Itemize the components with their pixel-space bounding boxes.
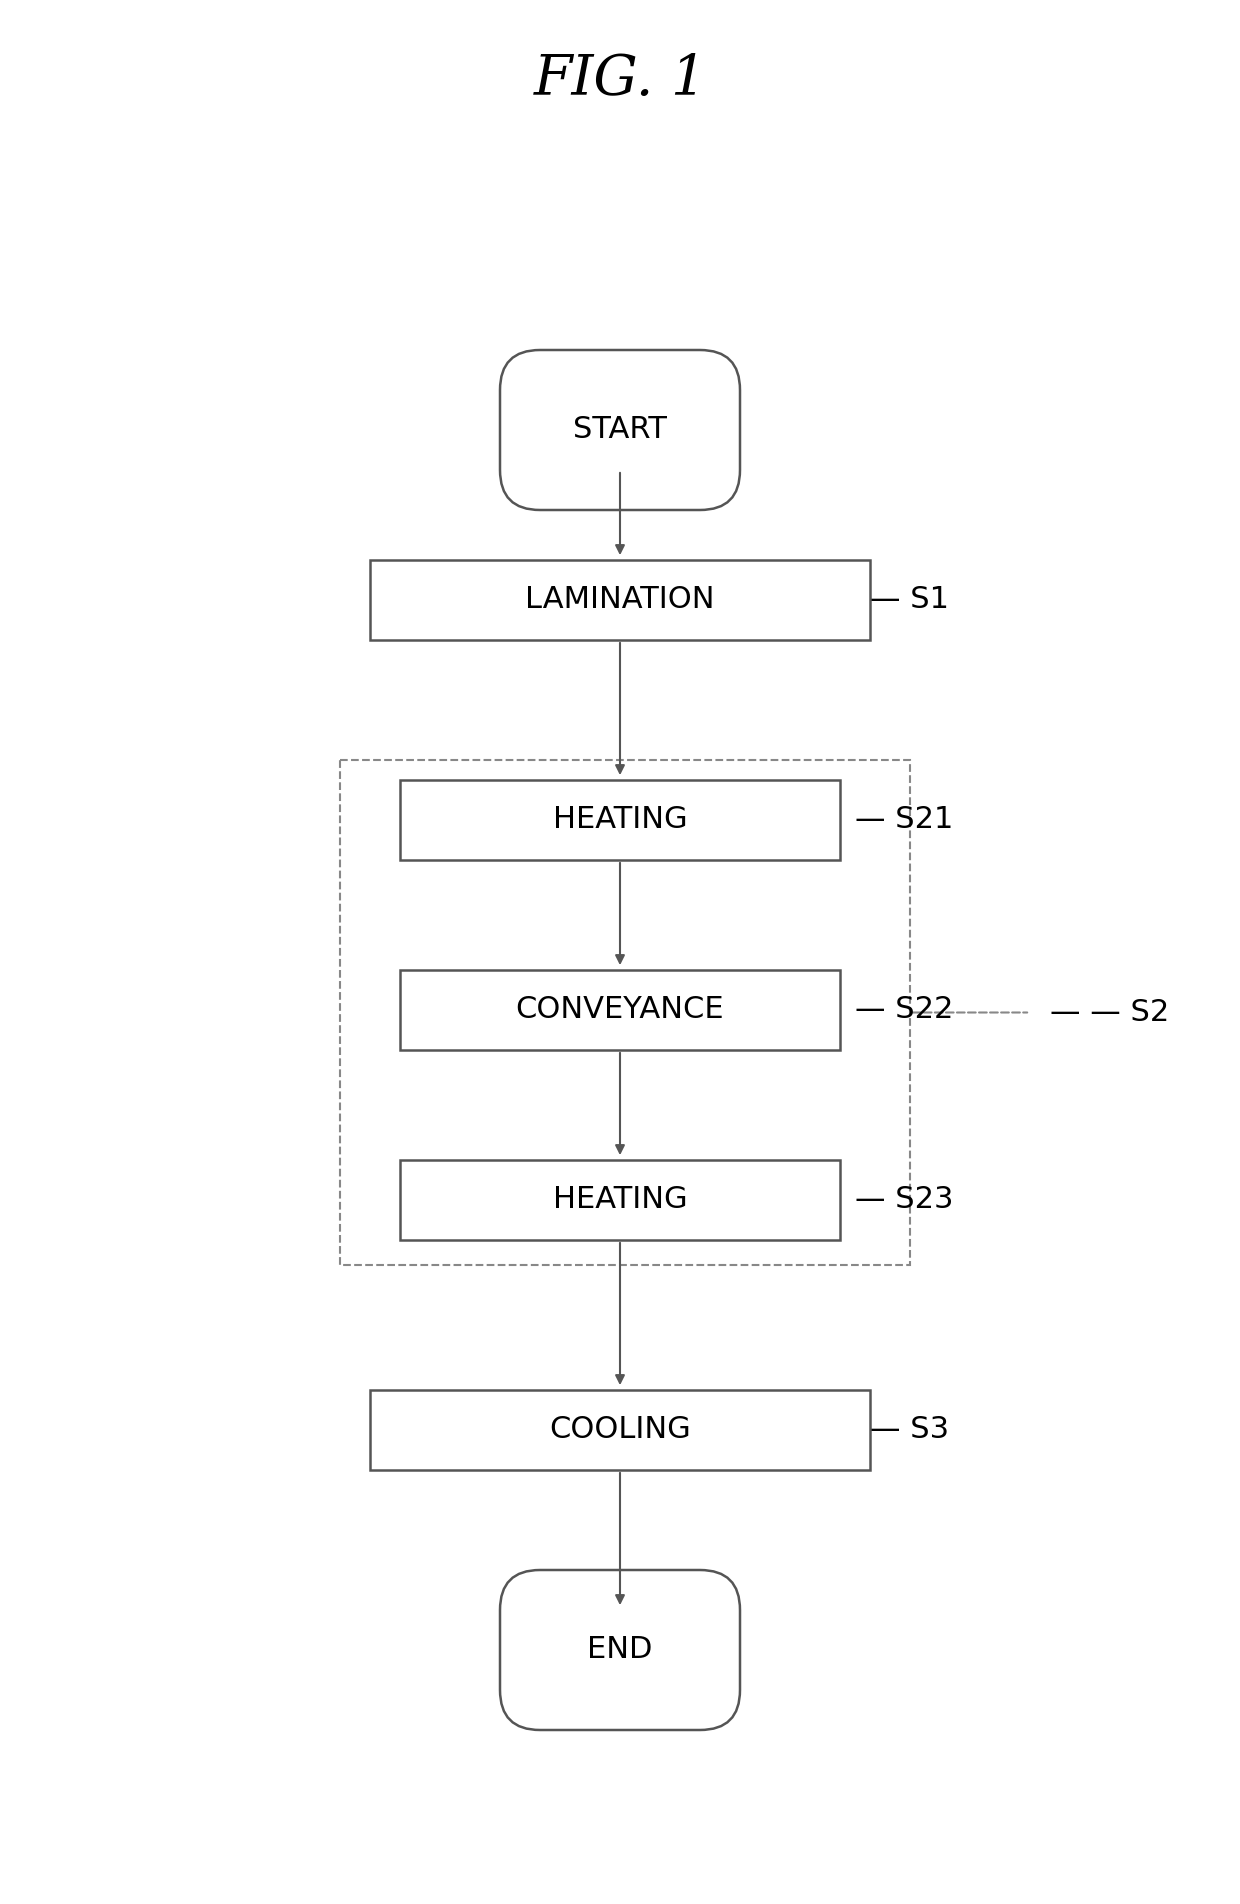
- Text: CONVEYANCE: CONVEYANCE: [516, 996, 724, 1024]
- Text: HEATING: HEATING: [553, 805, 687, 834]
- Text: — S3: — S3: [870, 1415, 949, 1445]
- Text: — S23: — S23: [856, 1186, 954, 1215]
- FancyBboxPatch shape: [401, 969, 839, 1049]
- FancyBboxPatch shape: [500, 350, 740, 510]
- Text: START: START: [573, 415, 667, 444]
- Text: FIG. 1: FIG. 1: [533, 53, 707, 107]
- Text: COOLING: COOLING: [549, 1415, 691, 1445]
- FancyBboxPatch shape: [401, 1160, 839, 1240]
- Text: — S22: — S22: [856, 996, 954, 1024]
- Text: END: END: [588, 1636, 652, 1664]
- Bar: [340, 760, 910, 1264]
- FancyBboxPatch shape: [401, 781, 839, 861]
- Text: HEATING: HEATING: [553, 1186, 687, 1215]
- Text: LAMINATION: LAMINATION: [526, 586, 714, 615]
- FancyBboxPatch shape: [500, 1571, 740, 1731]
- FancyBboxPatch shape: [370, 1390, 870, 1470]
- FancyBboxPatch shape: [370, 560, 870, 640]
- Text: — S1: — S1: [870, 586, 949, 615]
- Text: — S21: — S21: [856, 805, 954, 834]
- Text: — — S2: — — S2: [1050, 998, 1169, 1026]
